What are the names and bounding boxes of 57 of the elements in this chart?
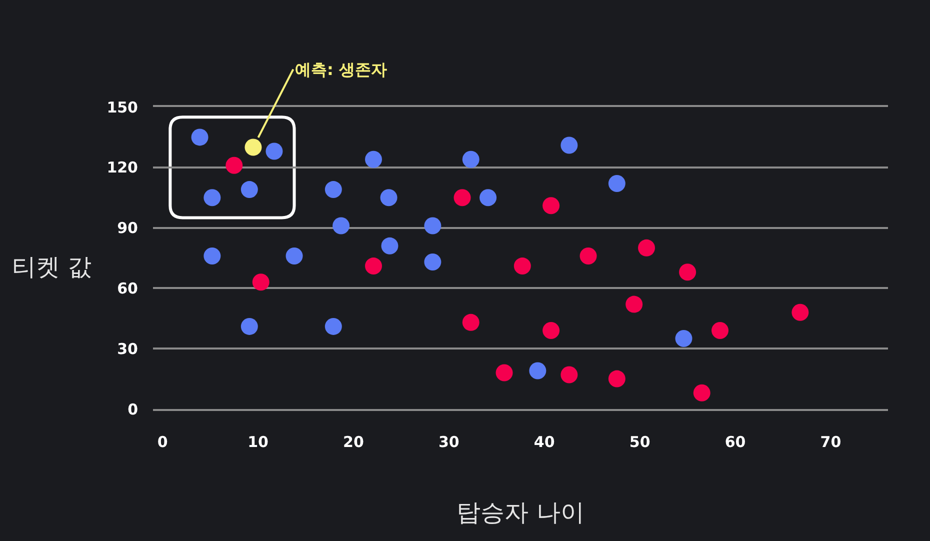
point	[244, 138, 262, 156]
point	[529, 362, 546, 380]
point	[204, 247, 221, 264]
y-tick-label: 30	[117, 340, 138, 358]
x-tick-label: 40	[534, 432, 555, 451]
point	[462, 314, 480, 331]
point	[424, 217, 442, 234]
point	[693, 384, 710, 402]
y-tick-label: 0	[128, 400, 138, 418]
x-tick-label: 0	[157, 432, 168, 451]
x-tick-label: 60	[724, 432, 746, 451]
point	[496, 364, 513, 382]
point	[542, 322, 560, 339]
point	[462, 150, 480, 168]
x-tick-label: 70	[820, 432, 842, 451]
point	[380, 189, 398, 206]
point	[381, 237, 398, 254]
point	[454, 189, 471, 206]
point	[332, 217, 350, 234]
point	[638, 239, 655, 256]
x-tick-label: 50	[629, 432, 650, 451]
point	[240, 181, 258, 198]
y-tick-label: 60	[117, 279, 138, 298]
point	[252, 274, 270, 291]
point	[324, 181, 342, 198]
point	[580, 247, 597, 264]
point	[286, 247, 303, 264]
point	[266, 142, 283, 160]
x-tick-label: 20	[343, 432, 364, 451]
point	[608, 370, 626, 388]
point	[365, 258, 382, 275]
y-tick-label: 120	[106, 158, 138, 177]
point	[191, 128, 208, 146]
y-tick-label: 90	[117, 219, 138, 238]
point	[324, 318, 342, 335]
point	[712, 322, 728, 339]
point	[792, 304, 809, 321]
point	[240, 318, 258, 335]
x-tick-label: 30	[438, 432, 460, 451]
point	[560, 366, 578, 384]
point	[226, 156, 243, 174]
point	[480, 189, 497, 206]
point	[608, 175, 626, 192]
annotation: 예측: 생존자	[295, 60, 387, 79]
point	[204, 189, 221, 206]
point	[542, 197, 560, 214]
point	[514, 258, 531, 275]
y-tick-label: 150	[106, 98, 138, 116]
point	[560, 136, 578, 154]
point	[365, 150, 382, 168]
x-tick-label: 10	[248, 432, 268, 451]
point	[626, 296, 643, 313]
point	[679, 264, 696, 281]
x-axis-title: 탑승자 나이	[456, 498, 584, 527]
point	[675, 330, 692, 348]
point	[424, 254, 442, 271]
y-axis-title: 티켓 값	[12, 253, 92, 281]
